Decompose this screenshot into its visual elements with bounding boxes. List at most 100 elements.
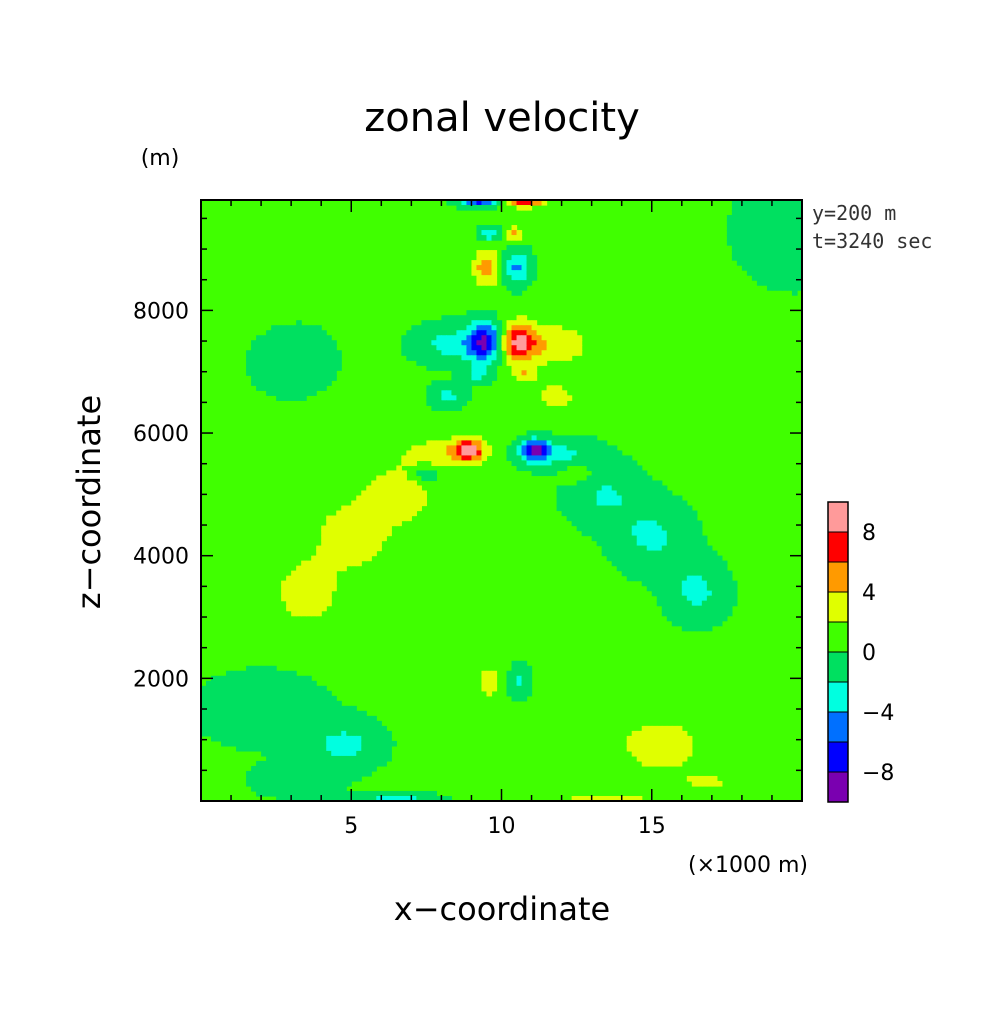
heatmap-cell	[631, 530, 638, 537]
heatmap-cell	[271, 730, 277, 737]
heatmap-cell	[286, 780, 292, 787]
heatmap-cell	[611, 470, 618, 477]
heatmap-cell	[371, 480, 377, 487]
heatmap-cell	[691, 515, 698, 522]
heatmap-cell	[301, 350, 307, 356]
heatmap-cell	[396, 795, 402, 802]
heatmap-cell	[371, 765, 377, 772]
heatmap-cell	[626, 545, 633, 552]
heatmap-cell	[716, 580, 723, 587]
heatmap-cell	[521, 440, 528, 447]
heatmap-cell	[471, 310, 478, 316]
heatmap-cell	[616, 500, 623, 507]
heatmap-cell	[506, 675, 513, 682]
heatmap-cell	[281, 335, 287, 341]
heatmap-cell	[226, 730, 232, 737]
heatmap-cell	[381, 480, 387, 487]
y-tick-label: 4000	[133, 545, 189, 570]
heatmap-cell	[241, 715, 247, 722]
heatmap-cell	[371, 740, 377, 747]
heatmap-cell	[616, 540, 623, 547]
heatmap-cell	[626, 550, 633, 557]
heatmap-cell	[331, 785, 337, 792]
heatmap-cell	[426, 455, 432, 462]
heatmap-cell	[661, 745, 668, 752]
heatmap-cell	[321, 705, 327, 712]
heatmap-cell	[541, 350, 548, 356]
heatmap-cell	[236, 680, 242, 687]
heatmap-cell	[411, 340, 417, 346]
heatmap-cell	[436, 320, 442, 326]
heatmap-cell	[346, 725, 352, 732]
heatmap-cell	[286, 785, 292, 792]
heatmap-cell	[536, 440, 543, 447]
heatmap-cell	[386, 485, 392, 492]
heatmap-cell	[471, 200, 478, 206]
heatmap-cell	[451, 375, 458, 381]
heatmap-cell	[296, 685, 302, 692]
heatmap-cell	[311, 605, 317, 612]
heatmap-cell	[311, 325, 317, 331]
heatmap-cell	[321, 550, 327, 557]
heatmap-cell	[526, 445, 533, 452]
heatmap-cell	[696, 530, 703, 537]
heatmap-cell	[621, 570, 628, 577]
heatmap-cell	[781, 200, 788, 206]
heatmap-cell	[681, 735, 688, 742]
heatmap-cell	[321, 775, 327, 782]
heatmap-cell	[206, 685, 212, 692]
heatmap-cell	[666, 555, 673, 562]
heatmap-cell	[506, 280, 513, 286]
heatmap-cell	[646, 580, 653, 587]
heatmap-cell	[351, 795, 357, 802]
heatmap-cell	[306, 710, 312, 717]
heatmap-cell	[246, 740, 252, 747]
heatmap-cell	[516, 675, 523, 682]
heatmap-cell	[636, 510, 643, 517]
heatmap-cell	[376, 735, 382, 742]
heatmap-cell	[256, 360, 262, 366]
heatmap-cell	[621, 560, 628, 567]
heatmap-cell	[501, 250, 508, 256]
heatmap-cell	[221, 740, 227, 747]
heatmap-cell	[606, 530, 613, 537]
heatmap-cell	[221, 680, 227, 687]
heatmap-cell	[261, 340, 267, 346]
heatmap-cell	[231, 720, 237, 727]
heatmap-cell	[691, 520, 698, 527]
heatmap-cell	[326, 350, 332, 356]
heatmap-cell	[641, 755, 648, 762]
heatmap-cell	[301, 595, 307, 602]
heatmap-cell	[351, 715, 357, 722]
heatmap-cell	[521, 260, 528, 266]
heatmap-cell	[401, 510, 407, 517]
heatmap-cell	[626, 530, 633, 537]
heatmap-cell	[301, 340, 307, 346]
heatmap-cell	[211, 680, 217, 687]
heatmap-cell	[596, 480, 603, 487]
heatmap-cell	[306, 770, 312, 777]
heatmap-cell	[411, 350, 417, 356]
heatmap-cell	[731, 245, 738, 251]
heatmap-cell	[606, 490, 613, 497]
heatmap-cell	[276, 685, 282, 692]
heatmap-cell	[436, 380, 442, 386]
heatmap-cell	[631, 735, 638, 742]
heatmap-cell	[611, 485, 618, 492]
heatmap-cell	[286, 690, 292, 697]
heatmap-cell	[511, 450, 518, 457]
heatmap-cell	[731, 585, 738, 592]
heatmap-cell	[626, 540, 633, 547]
heatmap-cell	[566, 335, 573, 341]
heatmap-cell	[511, 350, 518, 356]
heatmap-cell	[521, 690, 528, 697]
heatmap-cell	[751, 255, 758, 261]
heatmap-cell	[791, 285, 798, 291]
heatmap-cell	[626, 565, 633, 572]
heatmap-cell	[611, 525, 618, 532]
heatmap-cell	[746, 270, 753, 276]
heatmap-cell	[336, 530, 342, 537]
heatmap-cell	[656, 745, 663, 752]
heatmap-cell	[526, 685, 533, 692]
heatmap-cell	[726, 580, 733, 587]
